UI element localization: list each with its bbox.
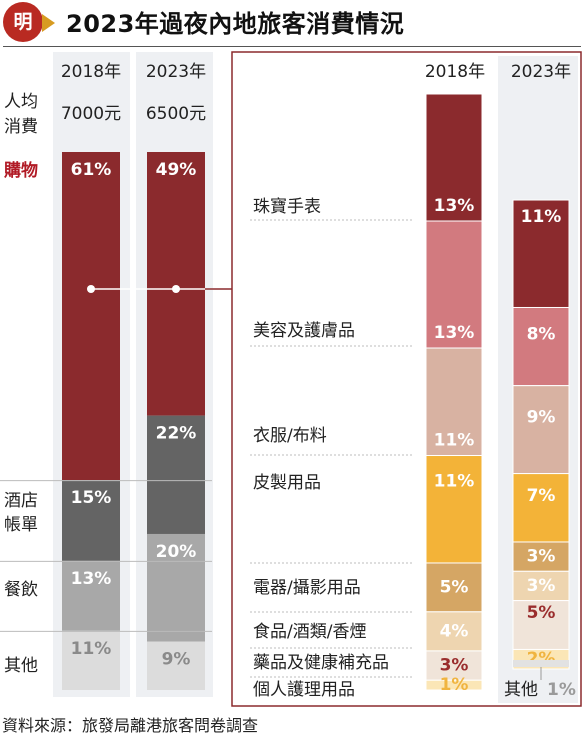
bar-segment-1-2018	[62, 480, 120, 561]
per-capita-value-2018: 7000元	[61, 104, 121, 124]
bar-segment-1-2023	[147, 415, 205, 534]
shopping-segment-2023-6	[512, 600, 570, 650]
shopping-value-2023-4: 3%	[527, 547, 556, 567]
chart-title: 2023年過夜內地旅客消費情況	[66, 10, 405, 38]
bar-value-label-2-2023: 20%	[156, 542, 197, 562]
logo-text: 明	[13, 11, 33, 33]
shopping-category-label-3: 皮製用品	[253, 473, 321, 493]
shopping-category-label-7: 個人護理用品	[253, 680, 355, 700]
logo-arrow-icon	[42, 14, 55, 32]
shopping-segment-2018-2	[425, 347, 483, 457]
shopping-segment-2018-6	[425, 650, 483, 681]
shopping-segment-2018-0	[425, 93, 483, 222]
shopping-segment-2018-7	[425, 679, 483, 691]
category-label-hotel-line1: 酒店	[4, 491, 38, 511]
shopping-category-label-5: 食品/酒類/香煙	[253, 622, 366, 642]
shopping-value-2018-5: 4%	[440, 621, 469, 641]
shopping-segment-2018-1	[425, 220, 483, 349]
category-label-others: 其他	[4, 656, 38, 676]
shopping-breakdown-panel	[231, 51, 582, 707]
bar-value-label-1-2023: 22%	[156, 424, 197, 444]
title-divider	[3, 46, 581, 47]
bar-value-label-3-2023: 9%	[162, 650, 191, 670]
bar-value-label-1-2018: 15%	[71, 488, 112, 508]
logo-badge	[3, 2, 43, 42]
shopping-segment-2023-1	[512, 306, 570, 387]
shopping-category-label-6: 藥品及健康補充品	[253, 653, 389, 673]
shopping-segment-2023-5	[512, 570, 570, 602]
bar-value-label-0-2018: 61%	[71, 160, 112, 180]
shopping-column-header-2018: 2018年	[425, 62, 485, 82]
category-label-shopping: 購物	[4, 160, 38, 181]
bar-value-label-2-2018: 13%	[71, 569, 112, 589]
shopping-label-others-2023: 其他	[504, 680, 538, 700]
shopping-value-2023-3: 7%	[527, 486, 556, 506]
bar-segment-2-2023	[147, 533, 205, 642]
shopping-value-2018-7: 1%	[440, 675, 469, 695]
source-note: 資料來源：旅發局離港旅客問卷調查	[2, 716, 259, 735]
bar-segment-3-2018	[62, 630, 120, 690]
shopping-column-header-2023: 2023年	[511, 62, 571, 82]
bar-segment-0-2023	[147, 152, 205, 416]
bar-value-label-0-2023: 49%	[156, 160, 197, 180]
shopping-segment-2023-2	[512, 385, 570, 475]
shopping-value-2023-2: 9%	[527, 408, 556, 428]
shopping-segment-2018-4	[425, 562, 483, 613]
bar-segment-3-2023	[147, 641, 205, 690]
per-capita-label-line2: 消費	[4, 117, 38, 137]
category-label-hotel-line2: 帳單	[4, 515, 38, 535]
shopping-category-label-2: 衣服/布料	[253, 426, 327, 446]
shopping-value-2023-1: 8%	[527, 325, 556, 345]
shopping-value-2018-2: 11%	[434, 431, 475, 451]
shopping-segment-2023-0	[512, 199, 570, 308]
shopping-value-2018-1: 13%	[434, 323, 475, 343]
bar-segment-0-2018	[62, 152, 120, 481]
shopping-value-2018-0: 13%	[434, 196, 475, 216]
shopping-segment-2023-3	[512, 473, 570, 543]
shopping-value-2023-5: 3%	[527, 576, 556, 596]
shopping-value-2018-4: 5%	[440, 577, 469, 597]
shopping-category-label-1: 美容及護膚品	[253, 321, 355, 341]
shopping-value-2023-others: 1%	[547, 680, 576, 700]
bar-value-label-3-2018: 11%	[71, 639, 112, 659]
shopping-category-label-0: 珠寶手表	[253, 196, 321, 217]
per-capita-value-2023: 6500元	[146, 104, 206, 124]
column-header-2023: 2023年	[146, 62, 206, 82]
connector-dot-2018	[87, 285, 95, 293]
shopping-segment-2023-others	[513, 660, 569, 667]
column-header-2018: 2018年	[61, 62, 121, 82]
shopping-value-2023-0: 11%	[521, 207, 562, 227]
per-capita-label-line1: 人均	[4, 92, 38, 112]
shopping-value-2018-3: 11%	[434, 472, 475, 492]
connector-dot-2023	[172, 285, 180, 293]
shopping-value-2018-6: 3%	[440, 656, 469, 676]
shopping-segment-2018-5	[425, 611, 483, 652]
category-label-dining: 餐飲	[4, 580, 38, 600]
shopping-value-2023-6: 5%	[527, 603, 556, 623]
bar-segment-2-2018	[62, 560, 120, 631]
shopping-category-label-4: 電器/攝影用品	[253, 578, 361, 598]
